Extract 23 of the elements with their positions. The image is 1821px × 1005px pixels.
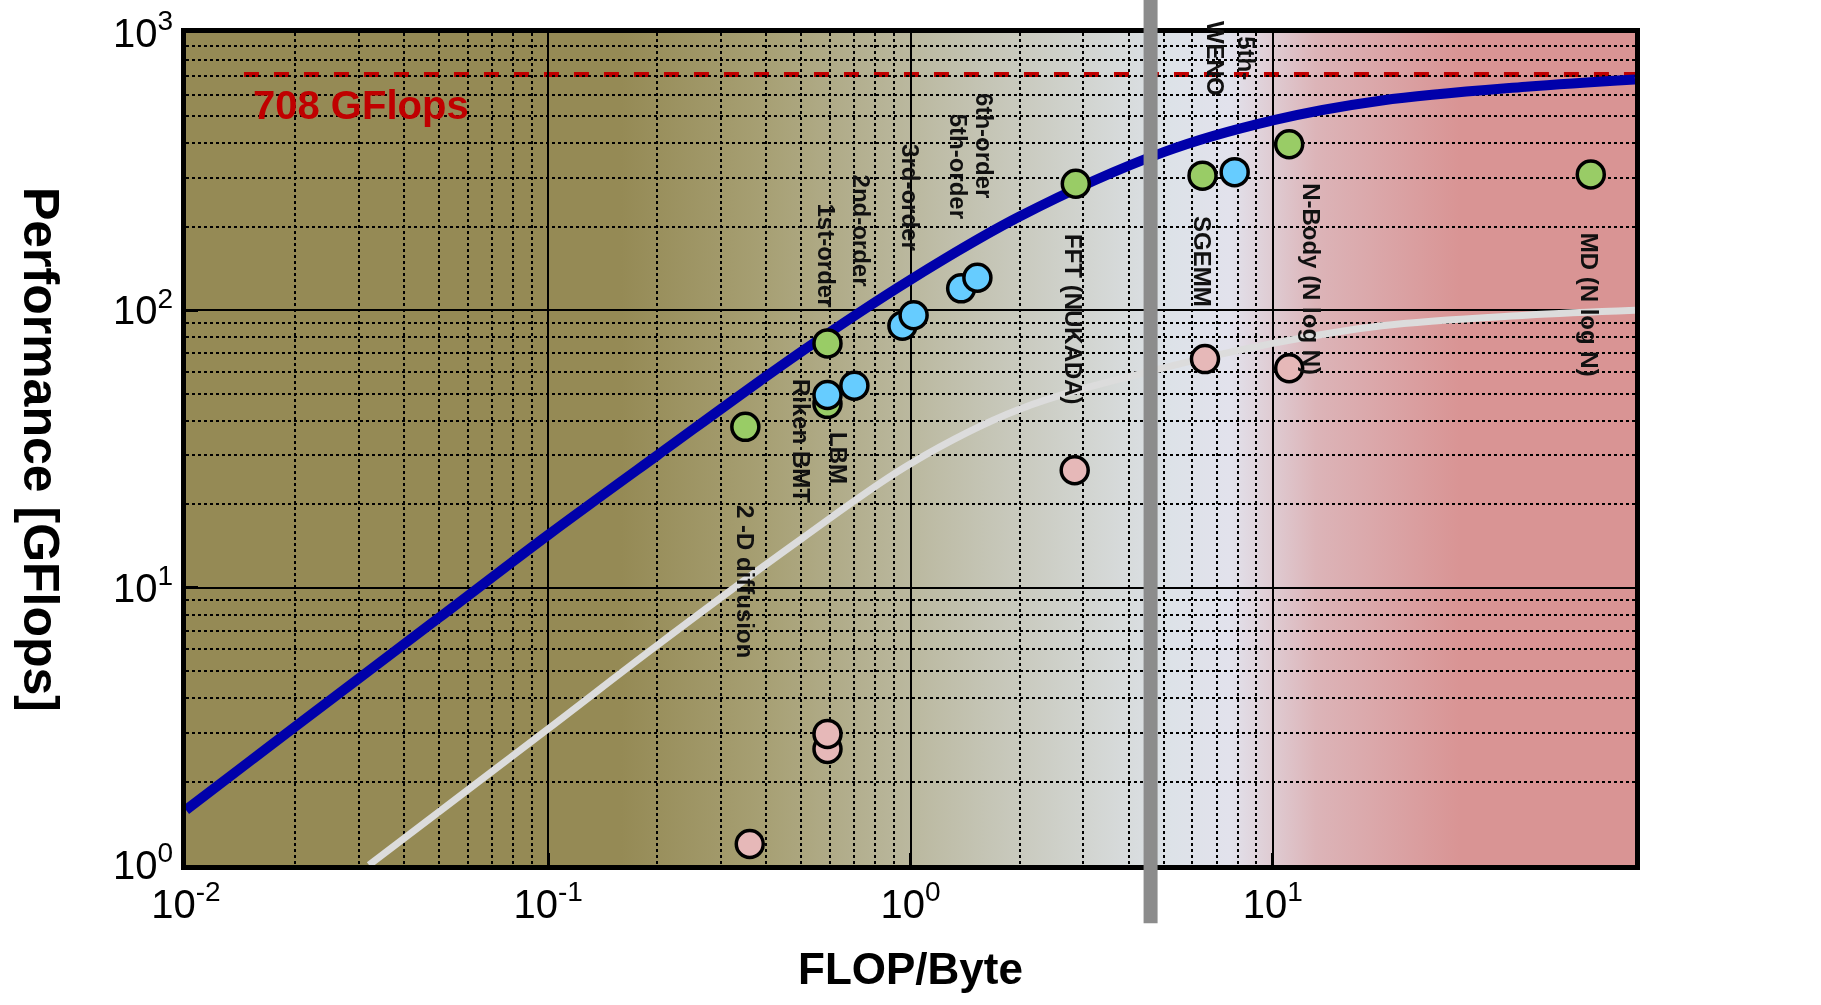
annotation: 2nd-order xyxy=(847,174,875,287)
annotation: 5th- WENO xyxy=(1201,20,1261,96)
y-tick-label: 10$^{2}$ xyxy=(112,282,173,333)
annotation: SGEMM xyxy=(1189,215,1217,307)
y-tick-label: 10$^{3}$ xyxy=(112,5,173,55)
annotation: 2 -D diffusion xyxy=(731,504,759,659)
annotation: Riken BMT xyxy=(787,378,815,504)
y-tick-label: 10$^{0}$ xyxy=(112,837,173,887)
annotation: LBM xyxy=(824,431,852,484)
ref-line-label: 708 GFlops xyxy=(253,83,469,127)
y-tick-label: 10$^{1}$ xyxy=(112,559,173,610)
annotation: FFT (NUKADA) xyxy=(1060,233,1088,405)
annotation: 6th-order xyxy=(970,93,998,199)
annotation: N-Body (N log N) xyxy=(1298,183,1326,376)
x-tick-label: 10$^{1}$ xyxy=(1242,876,1303,926)
annotation: 3rd-order xyxy=(897,144,925,251)
annotation: 1st-order xyxy=(813,203,841,308)
y-axis-title: Performance [GFlops] xyxy=(13,186,70,713)
x-axis-title: FLOP/Byte xyxy=(798,944,1023,994)
x-tick-label: 10$^{-1}$ xyxy=(513,876,583,926)
annotation: 5th-order xyxy=(945,113,973,219)
x-tick-label: 10$^{0}$ xyxy=(880,876,941,926)
annotation: MD (N log N) xyxy=(1576,232,1604,377)
